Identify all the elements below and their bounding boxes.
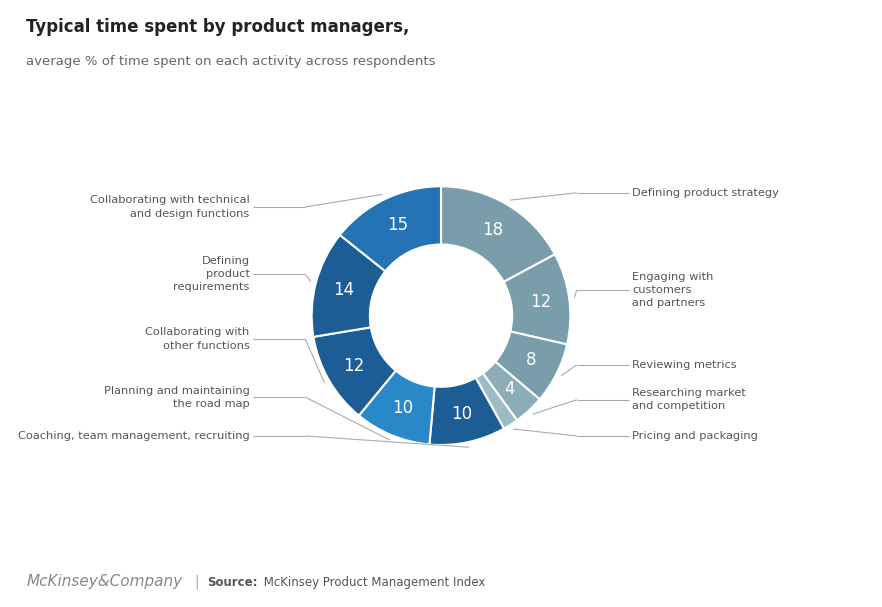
Text: Typical time spent by product managers,: Typical time spent by product managers, [26,18,410,36]
Text: Collaborating with technical
and design functions: Collaborating with technical and design … [90,195,250,219]
Text: average % of time spent on each activity across respondents: average % of time spent on each activity… [26,55,436,67]
Wedge shape [313,327,396,416]
Text: Reviewing metrics: Reviewing metrics [632,360,737,370]
Text: Researching market
and competition: Researching market and competition [632,388,746,412]
Text: |: | [194,574,198,589]
Text: 12: 12 [530,293,551,311]
Text: 18: 18 [482,220,503,239]
Text: McKinsey Product Management Index: McKinsey Product Management Index [260,576,486,589]
Text: Source:: Source: [207,576,258,589]
Text: Engaging with
customers
and partners: Engaging with customers and partners [632,271,714,308]
Text: Pricing and packaging: Pricing and packaging [632,431,759,441]
Text: Defining product strategy: Defining product strategy [632,188,780,198]
Wedge shape [475,373,517,429]
Text: McKinsey&Company: McKinsey&Company [26,574,183,589]
Text: 15: 15 [387,216,408,234]
Text: 8: 8 [526,351,536,370]
Wedge shape [496,331,567,399]
Text: 10: 10 [452,405,473,422]
Text: Planning and maintaining
the road map: Planning and maintaining the road map [104,385,250,409]
Wedge shape [482,362,540,420]
Text: Coaching, team management, recruiting: Coaching, team management, recruiting [18,431,250,441]
Wedge shape [441,186,555,282]
Wedge shape [340,186,441,271]
Wedge shape [430,378,504,445]
Text: Collaborating with
other functions: Collaborating with other functions [146,327,250,350]
Wedge shape [359,371,435,444]
Wedge shape [504,254,571,344]
Text: 12: 12 [344,357,365,375]
Wedge shape [311,235,385,337]
Text: 4: 4 [504,380,514,398]
Text: 10: 10 [392,399,414,418]
Text: 14: 14 [333,282,355,299]
Text: Defining
product
requirements: Defining product requirements [173,256,250,293]
